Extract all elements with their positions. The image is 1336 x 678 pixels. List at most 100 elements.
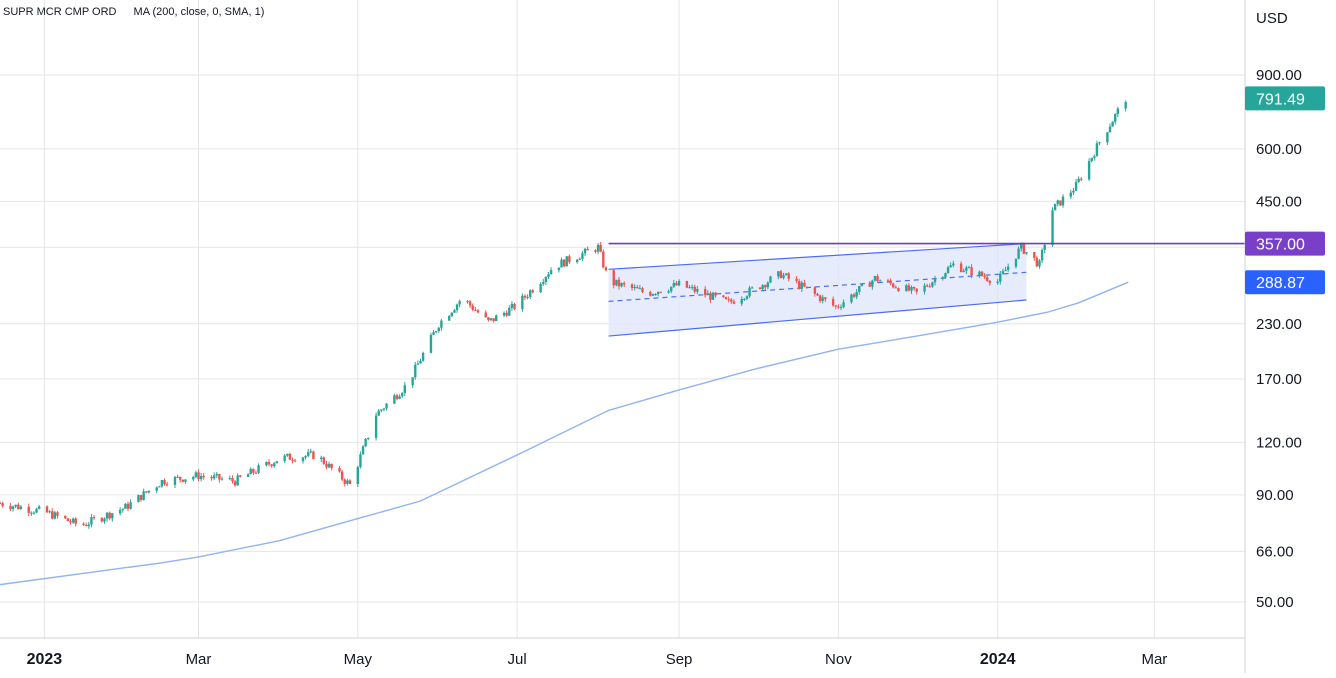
candle-body	[32, 512, 36, 514]
candle-body	[805, 286, 809, 288]
candle-body	[82, 523, 85, 526]
candle-body	[967, 267, 971, 269]
candle-body	[71, 518, 75, 523]
candle-body	[17, 504, 20, 510]
candle-body	[92, 517, 96, 519]
candle-body	[320, 457, 323, 460]
candle-body	[325, 463, 328, 468]
candle-body	[74, 518, 77, 524]
candle-body	[560, 259, 563, 268]
indicator-label[interactable]: MA (200, close, 0, SMA, 1)	[133, 6, 265, 18]
parallel-channel[interactable]	[608, 242, 1027, 337]
ma-200-line	[0, 281, 1129, 586]
candle-body	[709, 293, 712, 300]
candle-body	[933, 278, 937, 283]
candle-body	[53, 512, 57, 519]
candle-body	[928, 286, 931, 288]
chart-legend: SUPR MCR CMP ORD MA (200, close, 0, SMA,…	[3, 6, 278, 18]
moving-average-line[interactable]	[0, 281, 1129, 586]
candle-body	[988, 280, 992, 283]
candle-body	[1022, 243, 1026, 254]
candle-body	[912, 286, 916, 289]
candle-body	[675, 283, 678, 286]
candle-body	[965, 267, 968, 271]
channel-middle-line	[608, 271, 1027, 302]
candle-body	[385, 403, 388, 409]
candle-body	[565, 256, 568, 267]
candle-body	[952, 263, 955, 266]
candle-body	[184, 479, 187, 482]
candle-body	[103, 518, 106, 522]
candle-body	[688, 287, 691, 289]
candle-body	[215, 473, 218, 476]
symbol-label[interactable]: SUPR MCR CMP ORD	[3, 6, 117, 18]
candle-body	[714, 292, 717, 296]
candle-body	[1080, 178, 1083, 180]
candle-body	[1059, 200, 1062, 206]
time-axis-label: May	[344, 651, 373, 668]
candle-body	[434, 331, 438, 333]
candle-body	[970, 267, 973, 276]
candle-body	[894, 287, 898, 289]
candle-body	[604, 267, 608, 271]
candle-body	[377, 410, 380, 416]
candle-body	[1043, 244, 1046, 250]
candle-body	[160, 480, 164, 487]
candle-body	[693, 286, 696, 292]
candle-body	[620, 283, 623, 287]
candle-body	[173, 477, 177, 485]
candle-body	[66, 518, 70, 522]
candle-body	[858, 285, 861, 293]
candle-body	[27, 506, 30, 513]
candle-body	[1124, 102, 1127, 109]
price-tick-label: 170.00	[1256, 371, 1302, 388]
candle-body	[1108, 126, 1112, 133]
candle-body	[583, 248, 587, 254]
horizontal-line-price-label-bg	[1245, 231, 1325, 256]
candle-body	[578, 258, 582, 260]
candle-body	[690, 286, 694, 288]
candlesticks[interactable]	[0, 100, 1127, 529]
candle-body	[1093, 156, 1096, 158]
candle-body	[327, 463, 331, 468]
candle-body	[192, 476, 195, 480]
candle-body	[432, 332, 435, 335]
candle-body	[526, 296, 529, 298]
candle-body	[121, 508, 124, 510]
candle-body	[11, 506, 15, 510]
candle-body	[724, 297, 728, 300]
candle-body	[64, 515, 67, 519]
price-tick-label: 600.00	[1256, 141, 1302, 158]
candle-body	[163, 480, 166, 485]
candle-body	[270, 464, 273, 467]
candle-body	[322, 457, 326, 464]
channel-fill	[608, 243, 1027, 337]
price-tick-label: 450.00	[1256, 193, 1302, 210]
candle-body	[364, 439, 367, 447]
candle-body	[142, 491, 145, 501]
price-tick-label: 50.00	[1256, 594, 1294, 611]
candle-body	[502, 312, 506, 316]
candle-body	[821, 297, 824, 301]
candle-body	[69, 521, 72, 523]
candle-body	[87, 524, 90, 526]
candle-body	[677, 280, 681, 286]
candle-body	[946, 267, 950, 274]
candle-body	[179, 476, 182, 480]
time-axis-label: Nov	[825, 651, 852, 668]
candle-body	[983, 275, 986, 278]
candle-body	[309, 451, 312, 453]
candle-body	[672, 283, 676, 287]
candle-body	[730, 299, 733, 302]
candle-body	[283, 455, 286, 462]
price-tick-label: 120.00	[1256, 434, 1302, 451]
candle-body	[706, 293, 709, 296]
candle-body	[37, 506, 41, 509]
candle-body	[769, 276, 772, 283]
candle-body	[878, 280, 882, 282]
ma-price-label-bg	[1245, 270, 1325, 295]
candle-body	[594, 250, 597, 252]
candle-body	[246, 474, 250, 477]
